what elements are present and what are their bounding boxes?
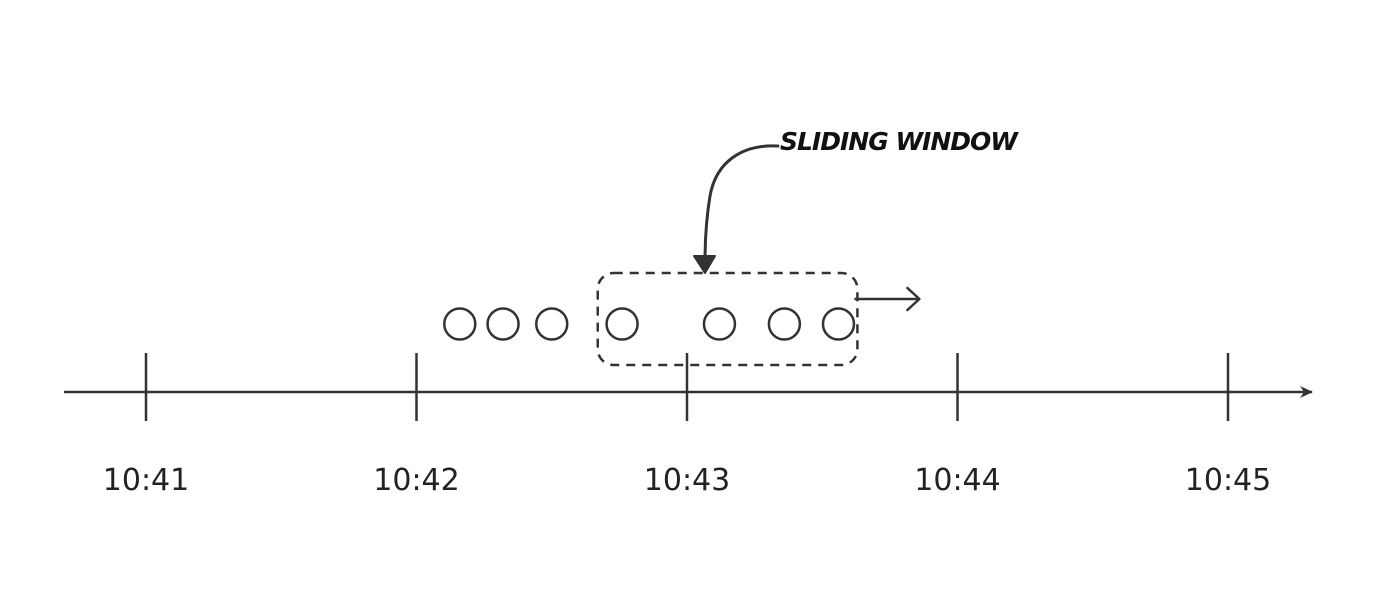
event-circle — [702, 307, 737, 341]
sliding-window-box — [596, 271, 859, 367]
timeline-ticks — [144, 353, 1230, 421]
tick-label: 10:43 — [644, 463, 730, 498]
tick-label: 10:44 — [914, 463, 1000, 498]
event-circle — [767, 307, 802, 341]
tick-label: 10:45 — [1185, 463, 1271, 498]
tick-label: 10:41 — [103, 463, 189, 498]
event-circle — [605, 307, 639, 341]
timeline-tick-labels: 10:41 10:42 10:43 10:44 10:45 — [103, 463, 1271, 498]
tick-label: 10:42 — [373, 463, 459, 498]
window-direction-arrow-icon — [854, 286, 921, 312]
event-circles — [443, 307, 856, 341]
annotation-curved-arrow-icon — [693, 144, 780, 274]
sliding-window-label: SLIDING WINDOW — [780, 127, 1019, 156]
event-circle — [821, 307, 856, 341]
event-circle — [486, 307, 520, 341]
event-circle — [535, 307, 569, 341]
event-circle — [443, 307, 477, 341]
